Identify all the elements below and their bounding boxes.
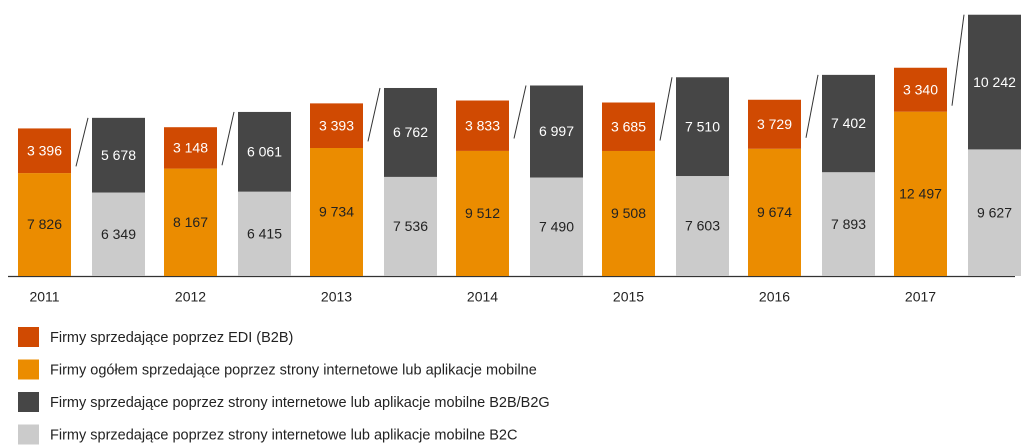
bar-segment [310, 103, 363, 148]
value-label: 9 508 [611, 205, 646, 221]
x-tick-label: 2016 [759, 289, 790, 305]
bar-segment [384, 176, 437, 276]
x-tick-label: 2014 [467, 289, 498, 305]
value-label: 7 402 [831, 115, 866, 131]
value-label: 6 415 [247, 226, 282, 242]
value-label: 6 349 [101, 226, 136, 242]
value-label: 6 061 [247, 143, 282, 159]
connector [367, 87, 381, 142]
value-label: 3 729 [757, 116, 792, 132]
bar-segment [748, 148, 801, 276]
value-label: 7 490 [539, 218, 574, 234]
bar-segment [18, 128, 71, 174]
bar-segment [894, 111, 947, 276]
bar-segment [92, 192, 145, 276]
x-tick-label: 2011 [29, 289, 59, 305]
value-label: 7 510 [685, 118, 720, 134]
connector [951, 14, 965, 106]
bar-segment [748, 99, 801, 149]
bar-segment [384, 87, 437, 177]
bar-segment [822, 172, 875, 276]
value-label: 7 893 [831, 216, 866, 232]
x-tick-label: 2013 [321, 289, 352, 305]
bar-segment [164, 168, 217, 276]
legend-label: Firmy ogółem sprzedające poprzez strony … [50, 362, 537, 378]
connector [221, 111, 235, 166]
legend-label: Firmy sprzedające poprzez strony interne… [50, 395, 550, 411]
connector [513, 85, 527, 139]
bar-segment [894, 67, 947, 112]
value-label: 12 497 [899, 186, 942, 202]
bar-segment [968, 149, 1021, 276]
value-label: 3 340 [903, 81, 938, 97]
value-label: 7 536 [393, 218, 428, 234]
legend-swatch [18, 424, 39, 445]
value-label: 7 603 [685, 218, 720, 234]
value-label: 6 762 [393, 124, 428, 140]
value-label: 7 826 [27, 216, 62, 232]
bar-segment [238, 191, 291, 276]
connector [75, 117, 89, 167]
bar-segment [456, 100, 509, 151]
value-label: 3 396 [27, 142, 62, 158]
legend-swatch [18, 359, 39, 380]
value-label: 8 167 [173, 214, 208, 230]
legend-label: Firmy sprzedające poprzez strony interne… [50, 427, 517, 443]
bar-segment [968, 14, 1021, 150]
bar-segment [676, 176, 729, 276]
bar-segment [676, 77, 729, 177]
connector [659, 77, 673, 141]
bar-segment [530, 177, 583, 276]
value-label: 10 242 [973, 74, 1016, 90]
value-label: 3 833 [465, 117, 500, 133]
legend-swatch [18, 327, 39, 347]
bar-segment [530, 85, 583, 178]
bar-segment [238, 111, 291, 192]
bar-segment [456, 150, 509, 276]
value-label: 9 674 [757, 204, 792, 220]
x-tick-label: 2015 [613, 289, 644, 305]
bar-segment [18, 173, 71, 276]
x-tick-label: 2012 [175, 289, 206, 305]
bar-segment [822, 74, 875, 173]
value-label: 9 627 [977, 204, 1012, 220]
legend-label: Firmy sprzedające poprzez EDI (B2B) [50, 330, 293, 346]
bar-segment [310, 147, 363, 276]
x-tick-label: 2017 [905, 289, 936, 305]
bar-segment [602, 102, 655, 151]
value-label: 9 512 [465, 205, 500, 221]
bar-segment [602, 150, 655, 276]
value-label: 9 734 [319, 204, 354, 220]
value-label: 3 148 [173, 140, 208, 156]
value-label: 3 685 [611, 118, 646, 134]
connector [805, 74, 819, 138]
bar-segment [164, 127, 217, 169]
value-label: 3 393 [319, 117, 354, 133]
value-label: 6 997 [539, 123, 574, 139]
bar-segment [92, 117, 145, 193]
legend-swatch [18, 392, 39, 412]
value-label: 5 678 [101, 147, 136, 163]
